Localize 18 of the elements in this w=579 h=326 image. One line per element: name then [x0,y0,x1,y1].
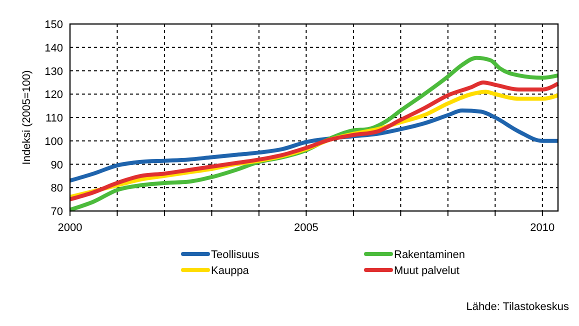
y-tick-label: 110 [45,112,63,124]
legend-label: Rakentaminen [394,249,465,261]
x-tick-label: 2010 [530,222,555,234]
x-tick-label: 2005 [294,222,318,234]
legend-label: Muut palvelut [394,265,460,277]
legend-label: Kauppa [211,265,250,277]
y-tick-label: 100 [44,136,63,148]
y-tick-label: 150 [44,19,63,31]
y-axis-title: Indeksi (2005=100) [21,70,33,165]
text: Lähde: Tilastokeskus [466,301,570,313]
legend-label: Teollisuus [211,249,260,261]
y-tick-label: 70 [50,206,63,218]
y-tick-label: 140 [44,42,63,54]
y-tick-label: 120 [44,89,63,102]
y-tick-label: 130 [44,66,63,78]
y-tick-label: 80 [50,182,63,195]
y-tick-label: 90 [50,159,63,172]
x-tick-label: 2000 [58,222,82,234]
